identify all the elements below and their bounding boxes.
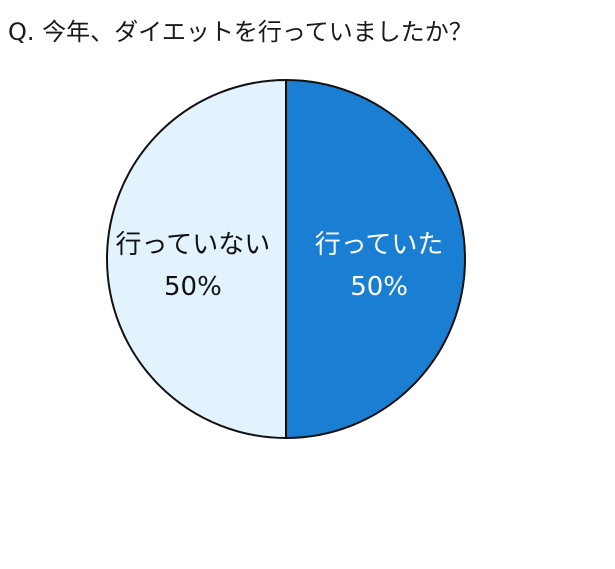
pie-slice-1 [285,78,466,440]
pie-slice-label-2: 行っていない [116,230,271,260]
pie-slice-value-2: 50% [164,272,222,302]
pie-slice-2 [106,78,287,440]
pie-slice-value-1: 50% [350,272,408,302]
chart-title: Q. 今年、ダイエットを行っていましたか？ [8,18,473,46]
pie-slice-label-1: 行っていた [315,230,444,260]
pie-labels: 行っていた 50% 行っていない 50% [116,230,444,302]
pie-slices [106,78,466,440]
